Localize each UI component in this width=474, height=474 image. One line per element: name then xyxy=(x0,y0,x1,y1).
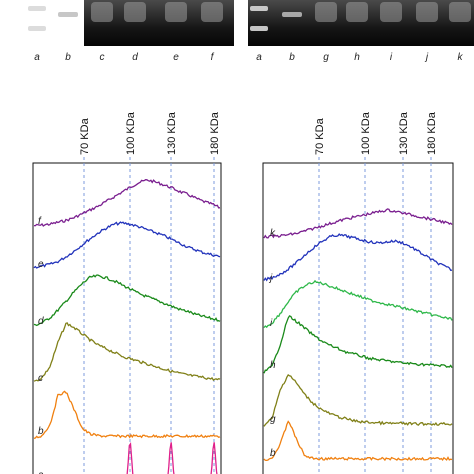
trace-b xyxy=(263,420,453,462)
mw-marker-label: 100 KDa xyxy=(360,111,372,155)
gel-lane-label-e: e xyxy=(173,52,179,63)
gel-lane-label-g: g xyxy=(323,52,329,63)
marker-band xyxy=(250,26,268,31)
gel-lane-label-k: k xyxy=(458,52,464,63)
gel-lane-label-j: j xyxy=(424,52,429,63)
protein-smear xyxy=(124,2,146,22)
densitometry-panel-right: 70 KDa 100 KDa 130 KDa 180 KDa k j i h g b a xyxy=(262,0,454,474)
gel-lane-label-b: b xyxy=(289,52,295,63)
trace-label-h: h xyxy=(270,360,276,371)
gel-lane-label-f: f xyxy=(211,52,215,63)
trace-g xyxy=(263,373,453,427)
gel-lane-label-b: b xyxy=(65,52,71,63)
trace-b xyxy=(33,390,221,440)
trace-label-e: e xyxy=(38,259,44,270)
trace-label-a: a xyxy=(38,470,44,474)
gel-lane-label-a: a xyxy=(34,52,40,63)
gel-gap xyxy=(234,0,248,46)
marker-band xyxy=(28,26,46,31)
mw-marker-label: 130 KDa xyxy=(166,111,178,155)
protein-smear xyxy=(416,2,438,22)
mw-marker-label: 180 KDa xyxy=(426,111,438,155)
protein-smear xyxy=(165,2,187,22)
gel-lane-label-d: d xyxy=(132,52,138,63)
trace-j xyxy=(263,233,453,282)
trace-label-i: i xyxy=(270,318,273,329)
gel-panel-left: a b c d e f xyxy=(28,0,248,63)
mw-marker-label: 130 KDa xyxy=(398,111,410,155)
gel-lane-label-i: i xyxy=(390,52,393,63)
mw-marker-label: 100 KDa xyxy=(125,111,137,155)
gel-lane-label-c: c xyxy=(100,52,105,63)
trace-label-j: j xyxy=(268,273,273,284)
protein-smear xyxy=(380,2,402,22)
plot-frame xyxy=(32,162,222,474)
mw-marker-label: 180 KDa xyxy=(209,111,221,155)
mw-marker-label: 70 KDa xyxy=(314,117,326,155)
densitometry-panel-left: 70 KDa 100 KDa 130 KDa 180 KDa f e d c b a xyxy=(32,111,222,474)
trace-f xyxy=(33,179,221,227)
trace-label-f: f xyxy=(38,216,42,227)
trace-c xyxy=(33,322,221,382)
protein-smear xyxy=(449,2,471,22)
plot-frame xyxy=(262,162,454,474)
trace-label-k: k xyxy=(270,228,276,239)
trace-h xyxy=(263,315,453,374)
protein-smear xyxy=(91,2,113,22)
protein-smear xyxy=(346,2,368,22)
trace-label-g: g xyxy=(270,414,276,425)
trace-e xyxy=(33,221,221,269)
marker-band xyxy=(250,6,268,11)
gel-panel-right: a b g h i j k xyxy=(248,0,474,63)
trace-k xyxy=(263,208,453,239)
trace-label-a: a xyxy=(270,0,276,3)
trace-d xyxy=(33,274,221,327)
protein-smear xyxy=(201,2,223,22)
protein-band xyxy=(58,12,78,17)
trace-i xyxy=(263,279,453,329)
gel-lane-label-a: a xyxy=(256,52,262,63)
marker-band xyxy=(28,6,46,11)
mw-marker-label: 70 KDa xyxy=(79,117,91,155)
protein-smear xyxy=(315,2,337,22)
trace-a xyxy=(126,442,218,474)
trace-label-b: b xyxy=(270,448,276,459)
gel-lane-label-h: h xyxy=(354,52,360,63)
trace-label-b: b xyxy=(38,426,44,437)
trace-label-c: c xyxy=(38,373,43,384)
trace-label-d: d xyxy=(38,316,44,327)
protein-band xyxy=(282,12,302,17)
